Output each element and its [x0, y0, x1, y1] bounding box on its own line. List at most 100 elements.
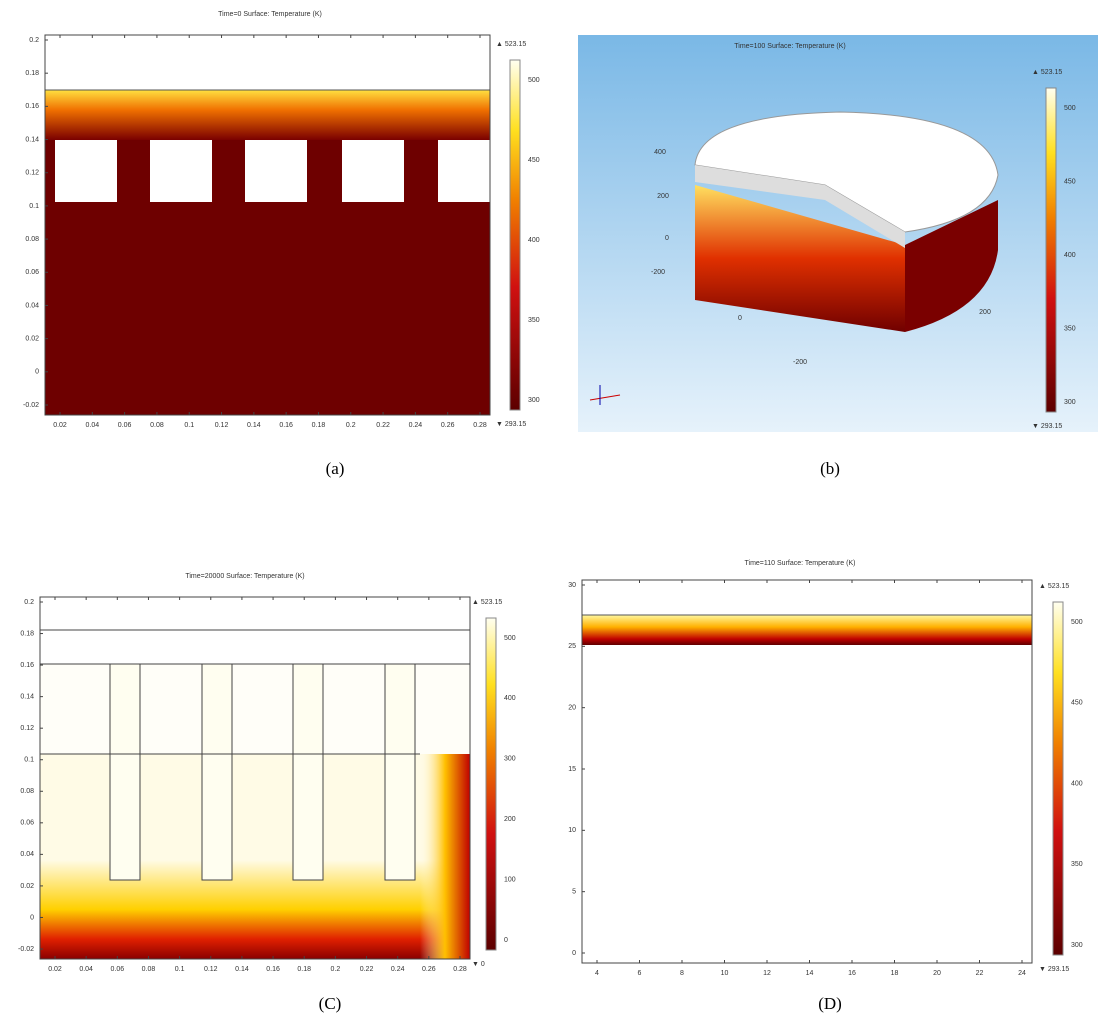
x-tick-label: 0.02: [48, 966, 62, 973]
x-tick-label: 0.08: [150, 422, 164, 429]
x-tick-label: 0.26: [441, 422, 455, 429]
colorbar-tick-label: 500: [1071, 619, 1083, 626]
x-tick-label: 0.28: [473, 422, 487, 429]
x-tick-label: 0.24: [391, 966, 405, 973]
colorbar-tick-label: 400: [1071, 780, 1083, 787]
colorbar-max: ▲ 523.15: [496, 41, 526, 48]
y-tick-label: 0.06: [20, 820, 34, 827]
colorbar-tick-label: 450: [528, 157, 540, 164]
x-tick-label: 0.24: [409, 422, 423, 429]
x-tick-label: 0.04: [79, 966, 93, 973]
y-tick-label: 0.1: [24, 757, 34, 764]
x-tick-label: 18: [891, 970, 899, 977]
y-tick-label: 0.08: [25, 236, 39, 243]
panel-caption: (C): [319, 994, 342, 1013]
figure: Time=0 Surface: Temperature (K) (a) 0.2 0.1…: [0, 0, 1102, 1022]
y-tick-label: 0.14: [20, 693, 34, 700]
x-tick-label: 0.12: [204, 966, 218, 973]
x-tick-label: 6: [638, 970, 642, 977]
y-tick-label: 0.12: [20, 725, 34, 732]
x-tick-label: 0.04: [85, 422, 99, 429]
y-tick-label: 0.16: [25, 103, 39, 110]
colorbar-tick-label: 400: [1064, 252, 1076, 259]
y-tick-label: 20: [568, 705, 576, 712]
field-c: [40, 597, 470, 959]
panel-caption: (a): [326, 459, 345, 478]
panel-title: Time=20000 Surface: Temperature (K): [185, 573, 304, 580]
colorbar-tick-label: 100: [504, 876, 516, 883]
field-b: [578, 35, 1098, 432]
panel-title: Time=0 Surface: Temperature (K): [218, 11, 322, 18]
x-tick-label: 0.18: [312, 422, 326, 429]
x-tick-label: 4: [595, 970, 599, 977]
field-d: [582, 580, 1032, 963]
y-tick-label: 0.14: [25, 136, 39, 143]
x-tick-label: 16: [848, 970, 856, 977]
x-tick-label: 0.22: [360, 966, 374, 973]
panel-caption: (D): [818, 994, 842, 1013]
x-tick-label: 0.1: [184, 422, 194, 429]
panel-title: Time=100 Surface: Temperature (K): [734, 43, 845, 50]
x-tick-label: 8: [680, 970, 684, 977]
colorbar-tick-label: 300: [1064, 399, 1076, 406]
x-tick-label: 0.06: [110, 966, 124, 973]
axis-label: 0: [738, 315, 742, 322]
x-tick-label: 12: [763, 970, 771, 977]
colorbar-tick-label: 350: [1064, 325, 1076, 332]
y-tick-label: 0.04: [20, 851, 34, 858]
x-tick-label: 10: [721, 970, 729, 977]
y-tick-label: 0.02: [25, 335, 39, 342]
colorbar-min: ▼ 293.15: [1032, 423, 1062, 430]
x-tick-label: 0.12: [215, 422, 229, 429]
y-tick-label: 0.04: [25, 302, 39, 309]
y-tick-label: 0.16: [20, 662, 34, 669]
axis-label: 0: [665, 235, 669, 242]
y-tick-label: 0: [35, 369, 39, 376]
y-tick-label: 0.2: [24, 599, 34, 606]
colorbar: [486, 618, 496, 950]
colorbar: [1053, 602, 1063, 955]
y-tick-label: 10: [568, 827, 576, 834]
x-tick-label: 22: [976, 970, 984, 977]
x-tick-label: 0.28: [453, 966, 467, 973]
colorbar-min: ▼ 293.15: [1039, 966, 1069, 973]
x-tick-label: 14: [806, 970, 814, 977]
panel-title: Time=110 Surface: Temperature (K): [745, 560, 856, 567]
x-tick-label: 0.16: [266, 966, 280, 973]
colorbar-max: ▲ 523.15: [472, 599, 502, 606]
y-tick-label: 25: [568, 643, 576, 650]
colorbar-tick-label: 300: [504, 756, 516, 763]
colorbar-max: ▲ 523.15: [1032, 69, 1062, 76]
x-tick-label: 0.26: [422, 966, 436, 973]
x-tick-label: 0.2: [331, 966, 341, 973]
colorbar-tick-label: 450: [1064, 178, 1076, 185]
colorbar-max: ▲ 523.15: [1039, 583, 1069, 590]
colorbar-tick-label: 500: [504, 635, 516, 642]
x-tick-label: 0.08: [142, 966, 156, 973]
y-tick-label: 0: [572, 950, 576, 957]
y-tick-label: 0: [30, 914, 34, 921]
y-tick-label: 0.2: [29, 37, 39, 44]
axis-label: -200: [793, 359, 807, 366]
y-tick-label: -0.02: [23, 402, 39, 409]
x-tick-label: 0.14: [247, 422, 261, 429]
x-tick-label: 0.02: [53, 422, 67, 429]
x-tick-label: 0.16: [279, 422, 293, 429]
colorbar-min: ▼ 0: [472, 961, 485, 968]
colorbar-tick-label: 500: [1064, 105, 1076, 112]
y-tick-label: 0.02: [20, 883, 34, 890]
colorbar-tick-label: 300: [528, 397, 540, 404]
colorbar-tick-label: 450: [1071, 700, 1083, 707]
x-tick-label: 0.1: [175, 966, 185, 973]
colorbar-tick-label: 400: [504, 695, 516, 702]
field-a: [45, 35, 490, 415]
y-tick-label: 15: [568, 766, 576, 773]
colorbar-tick-label: 300: [1071, 942, 1083, 949]
y-tick-label: 0.06: [25, 269, 39, 276]
x-tick-label: 24: [1018, 970, 1026, 977]
panel-caption: (b): [820, 459, 840, 478]
axis-label: -200: [651, 269, 665, 276]
axis-label: 200: [657, 193, 669, 200]
colorbar-tick-label: 500: [528, 77, 540, 84]
x-tick-label: 0.14: [235, 966, 249, 973]
